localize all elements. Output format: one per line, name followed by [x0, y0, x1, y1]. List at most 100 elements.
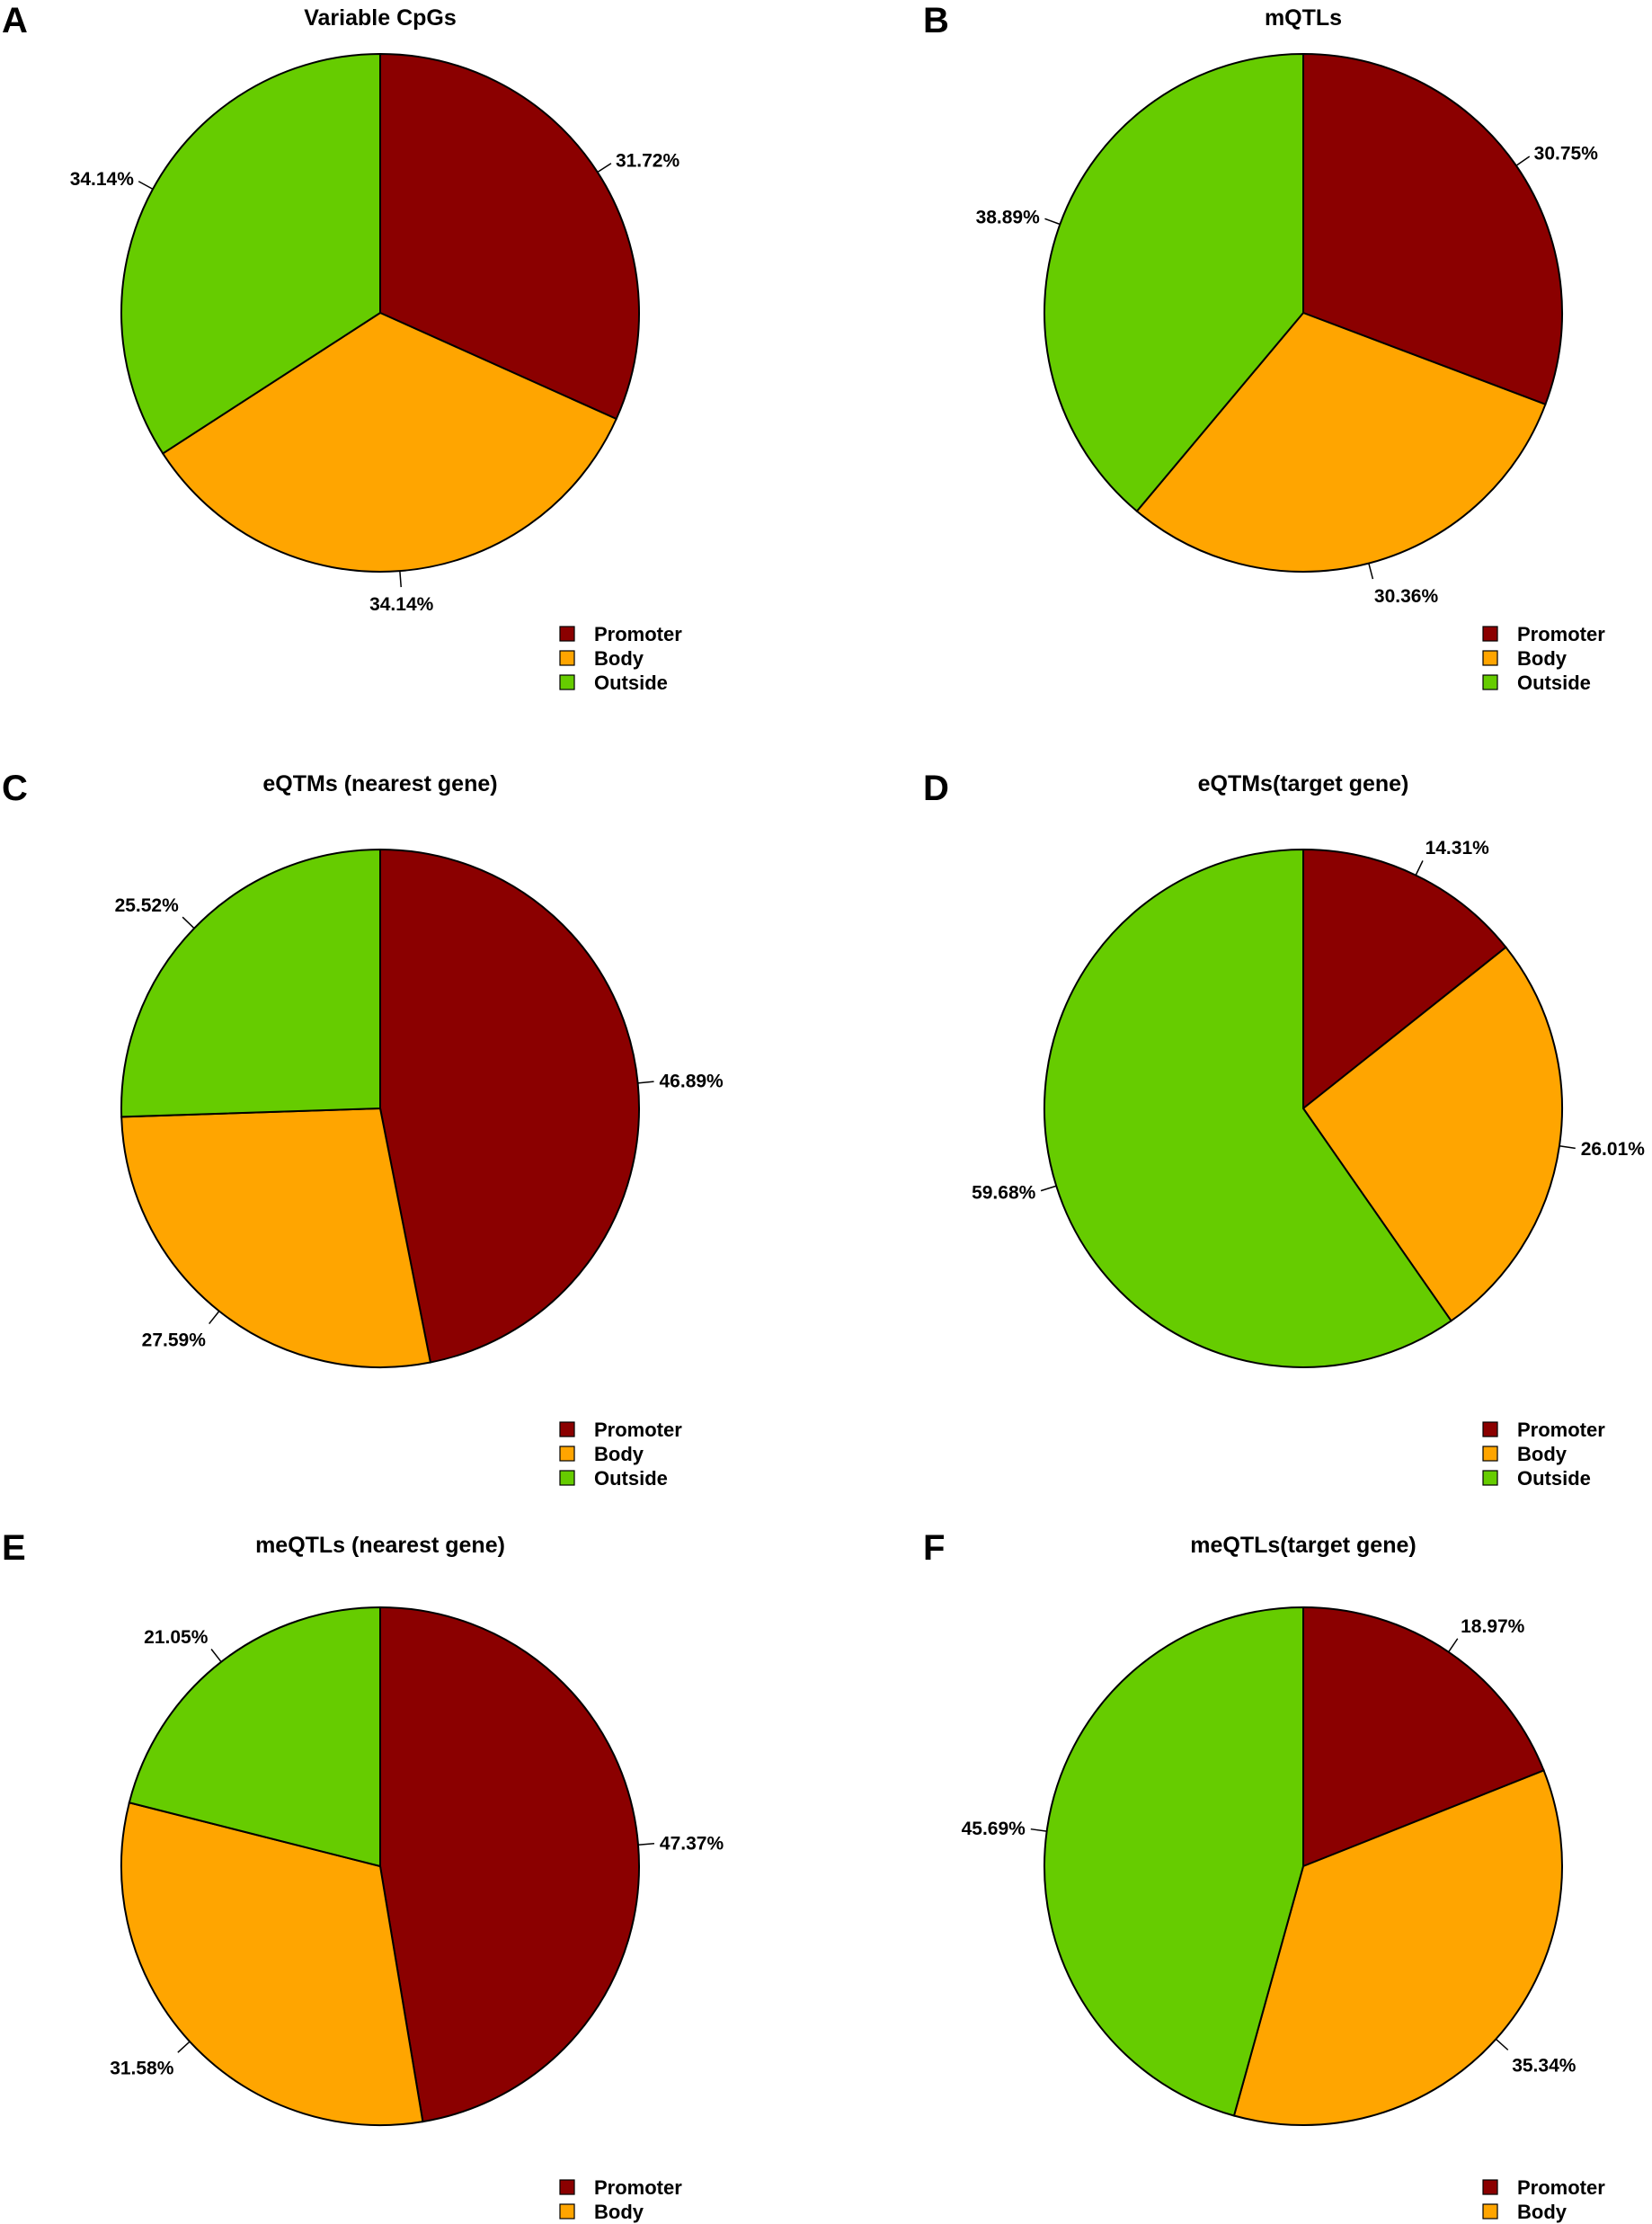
- slice-label-outside: 59.68%: [972, 1182, 1036, 1203]
- pie-slice-body: [120, 1801, 424, 2126]
- slice-label-body: 34.14%: [369, 594, 434, 615]
- slice-leader-line: [637, 1842, 655, 1846]
- legend-label-outside: Outside: [594, 672, 668, 694]
- legend-swatch-body: [559, 650, 575, 666]
- slice-leader-line: [1030, 1828, 1047, 1832]
- pie-slice-outside: [1044, 848, 1452, 1368]
- pie-slice-outside: [120, 848, 381, 1118]
- pie-slice-body: [1232, 1769, 1563, 2126]
- slice-leader-line: [1044, 218, 1061, 226]
- slice-leader-line: [1515, 156, 1531, 166]
- slice-leader-line: [177, 2041, 191, 2053]
- legend-swatch-outside: [1482, 674, 1498, 690]
- legend-label-outside: Outside: [1517, 1467, 1591, 1490]
- slice-label-promoter: 14.31%: [1426, 838, 1490, 858]
- slice-label-body: 27.59%: [142, 1330, 207, 1350]
- slice-label-outside: 38.89%: [976, 207, 1041, 227]
- legend-swatch-body: [1482, 1446, 1498, 1462]
- legend-label-promoter: Promoter: [594, 1419, 682, 1441]
- slice-leader-line: [138, 181, 154, 191]
- legend-swatch-promoter: [1482, 2179, 1498, 2195]
- panel-letter: B: [923, 1, 949, 40]
- slice-leader-line: [597, 163, 612, 173]
- legend-swatch-promoter: [559, 2179, 575, 2195]
- legend-label-promoter: Promoter: [1517, 623, 1605, 645]
- chart-title: meQTLs (nearest gene): [255, 1533, 505, 1558]
- panel-letter: F: [923, 1528, 945, 1568]
- legend-label-outside: Outside: [1517, 672, 1591, 694]
- pie-slice-outside: [1044, 1606, 1304, 2117]
- legend-label-promoter: Promoter: [1517, 1419, 1605, 1441]
- legend-label-promoter: Promoter: [1517, 2176, 1605, 2199]
- panel-letter: A: [2, 1, 28, 40]
- slice-leader-line: [637, 1081, 654, 1084]
- slice-leader-line: [1415, 860, 1424, 876]
- slice-label-promoter: 18.97%: [1461, 1616, 1525, 1637]
- legend-swatch-outside: [559, 1470, 575, 1486]
- slice-leader-line: [182, 916, 195, 930]
- panel-a: A Variable CpGs 31.72% 34.14% 34.14% Promoter…: [2, 1, 682, 694]
- slice-label-body: 30.36%: [1374, 586, 1439, 607]
- slice-label-promoter: 46.89%: [660, 1072, 724, 1092]
- slice-leader-line: [1495, 2038, 1509, 2051]
- legend-label-promoter: Promoter: [594, 2176, 682, 2199]
- slice-leader-line: [1559, 1145, 1576, 1150]
- pie-slice-promoter: [379, 52, 640, 421]
- legend-swatch-promoter: [559, 626, 575, 642]
- slice-leader-line: [399, 571, 402, 588]
- legend-swatch-body: [559, 2203, 575, 2220]
- chart-title: mQTLs: [1265, 5, 1342, 31]
- pie-slice-promoter: [379, 848, 641, 1364]
- pie-slice-body: [1301, 946, 1563, 1322]
- chart-title: eQTMs (nearest gene): [262, 771, 497, 796]
- slice-label-outside: 25.52%: [115, 895, 180, 916]
- legend-swatch-outside: [1482, 1470, 1498, 1486]
- pie-slice-promoter: [1302, 848, 1507, 1111]
- legend-label-promoter: Promoter: [594, 623, 682, 645]
- legend-swatch-promoter: [1482, 626, 1498, 642]
- slice-label-body: 31.58%: [110, 2058, 174, 2078]
- slice-label-outside: 45.69%: [962, 1819, 1026, 1839]
- slice-label-promoter: 47.37%: [660, 1833, 724, 1854]
- slice-leader-line: [209, 1311, 220, 1325]
- panel-letter: E: [2, 1528, 26, 1568]
- slice-label-promoter: 30.75%: [1534, 144, 1599, 165]
- legend-swatch-outside: [559, 674, 575, 690]
- slice-leader-line: [210, 1649, 222, 1663]
- legend-label-body: Body: [1517, 647, 1568, 670]
- slice-label-promoter: 31.72%: [616, 151, 680, 172]
- slice-leader-line: [1368, 563, 1374, 580]
- slice-leader-line: [1040, 1185, 1057, 1192]
- slice-label-outside: 34.14%: [70, 169, 135, 190]
- slice-leader-line: [1448, 1638, 1459, 1653]
- legend-label-body: Body: [594, 647, 644, 670]
- pie-slice-outside: [128, 1606, 381, 1868]
- legend-label-body: Body: [1517, 2201, 1568, 2223]
- pie-slice-promoter: [1302, 1606, 1545, 1868]
- legend-swatch-body: [1482, 2203, 1498, 2220]
- legend-swatch-promoter: [559, 1421, 575, 1437]
- legend-swatch-promoter: [1482, 1421, 1498, 1437]
- chart-title: Variable CpGs: [304, 5, 457, 31]
- pie-slice-promoter: [379, 1606, 641, 2123]
- slice-label-body: 35.34%: [1512, 2055, 1577, 2076]
- pie-slice-body: [1135, 311, 1547, 573]
- legend-swatch-body: [559, 1446, 575, 1462]
- legend-label-outside: Outside: [594, 1467, 668, 1490]
- legend-label-body: Body: [594, 1443, 644, 1465]
- panel-letter: D: [923, 769, 949, 808]
- slice-label-outside: 21.05%: [144, 1627, 209, 1648]
- panel-letter: C: [2, 769, 28, 808]
